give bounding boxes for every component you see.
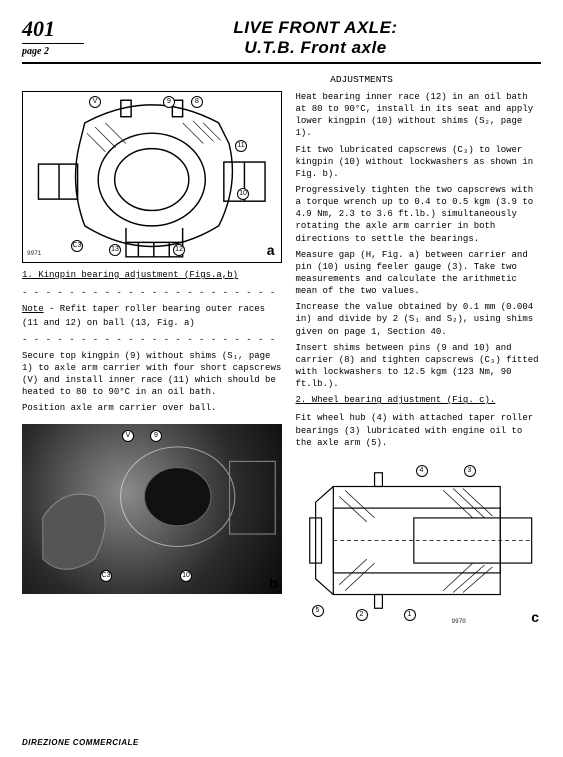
two-column-layout: V 9 8 11 10 13 C3 12 9971 a 1. Kingpin b… [22, 91, 541, 629]
title-line-1: LIVE FRONT AXLE: [90, 18, 541, 38]
heading-2: 2. Wheel bearing adjustment (Fig. c). [296, 394, 496, 406]
callout-13: 13 [109, 244, 121, 256]
note-line: Note - Refit taper roller bearing outer … [22, 303, 282, 329]
figure-a-label: a [267, 241, 275, 260]
section-heading: ADJUSTMENTS [182, 74, 541, 85]
left-column: V 9 8 11 10 13 C3 12 9971 a 1. Kingpin b… [22, 91, 282, 629]
figure-a: V 9 8 11 10 13 C3 12 9971 a [22, 91, 282, 263]
figure-b-overlay [22, 424, 281, 594]
callout-c-4: 4 [416, 465, 428, 477]
right-p5: Increase the value obtained by 0.1 mm (0… [296, 301, 542, 337]
right-p1: Heat bearing inner race (12) in an oil b… [296, 91, 542, 140]
header-left: 401 page 2 [22, 18, 90, 57]
footer-text: DIREZIONE COMMERCIALE [22, 738, 139, 747]
right-p7: Fit wheel hub (4) with attached taper ro… [296, 412, 542, 448]
page-label: page 2 [22, 43, 84, 57]
figure-c: 4 3 5 1 2 9970 c [296, 459, 542, 629]
title-block: LIVE FRONT AXLE: U.T.B. Front axle [90, 18, 541, 58]
callout-11: 11 [235, 140, 247, 152]
callout-10: 10 [237, 188, 249, 200]
right-p3: Progressively tighten the two capscrews … [296, 184, 542, 245]
callout-c-5: 5 [312, 605, 324, 617]
figure-c-label: c [531, 608, 539, 627]
right-p2: Fit two lubricated capscrews (C₃) to low… [296, 144, 542, 180]
dash-rule-2: - - - - - - - - - - - - - - - - - - - - … [22, 334, 282, 346]
right-p4: Measure gap (H, Fig. a) between carrier … [296, 249, 542, 298]
callout-8: 8 [191, 96, 203, 108]
left-p2: Position axle arm carrier over ball. [22, 402, 282, 414]
note-label: Note [22, 303, 44, 315]
callout-v: V [89, 96, 101, 108]
heading-1: 1. Kingpin bearing adjustment (Figs.a,b) [22, 269, 238, 281]
dash-rule-1: - - - - - - - - - - - - - - - - - - - - … [22, 287, 282, 299]
right-column: Heat bearing inner race (12) in an oil b… [296, 91, 542, 629]
callout-c-1: 1 [404, 609, 416, 621]
figure-b-label: b [269, 574, 278, 593]
left-p1: Secure top kingpin (9) without shims (S₁… [22, 350, 282, 399]
figure-a-drawing [23, 92, 280, 263]
callout-c-2: 2 [356, 609, 368, 621]
figure-c-ref: 9970 [452, 618, 466, 626]
callout-c-3: 3 [464, 465, 476, 477]
callout-9: 9 [163, 96, 175, 108]
right-p6: Insert shims between pins (9 and 10) and… [296, 342, 542, 391]
title-line-2: U.T.B. Front axle [90, 38, 541, 58]
figure-b-ref: 3715A [22, 568, 24, 586]
callout-c3: C3 [71, 240, 83, 252]
callout-12: 12 [173, 244, 185, 256]
section-number: 401 [22, 18, 84, 40]
figure-a-ref: 9971 [27, 250, 41, 258]
figure-b: V 9 10 C3 3715A b [22, 424, 282, 594]
page-header: 401 page 2 LIVE FRONT AXLE: U.T.B. Front… [22, 18, 541, 64]
figure-c-drawing [296, 459, 541, 626]
note-text: - Refit taper roller bearing outer races… [22, 304, 265, 328]
